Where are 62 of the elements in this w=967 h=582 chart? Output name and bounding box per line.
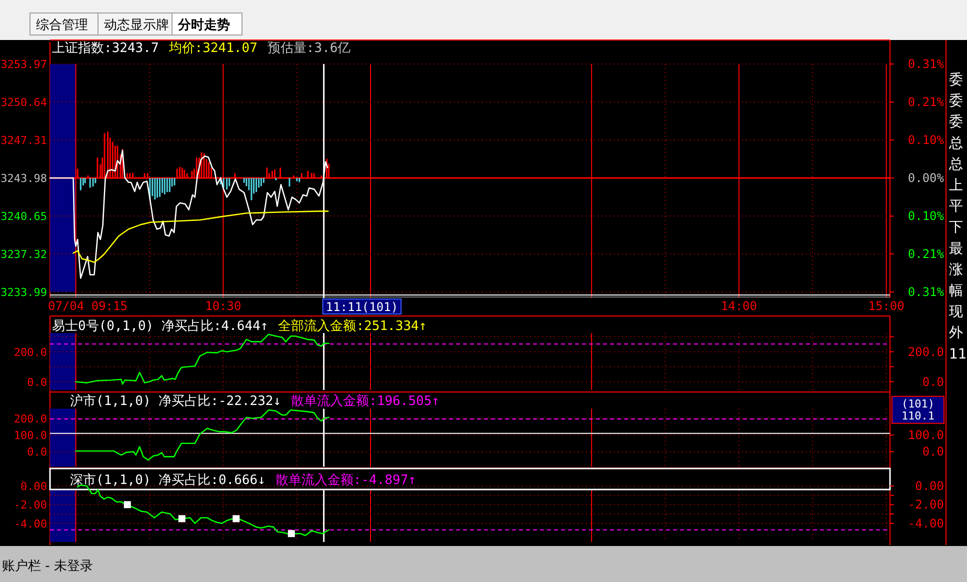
chart-subtitle: 散单流入金额:-4.897↑ — [275, 472, 416, 488]
chart-title: 深市(1,1,0) 净买占比:0.666↓ — [70, 473, 266, 488]
ref-line-label: (101) 110.1 — [901, 397, 935, 422]
y-tick-label: 3247.31 — [0, 134, 47, 147]
x-tick-label: 10:30 — [205, 299, 242, 313]
y2-tick-label: 100.0 — [908, 428, 944, 442]
text: 上 — [949, 178, 963, 194]
x-axis-title: 07/04 09:15 — [48, 299, 128, 313]
y2-tick-label: -2.00 — [908, 498, 944, 512]
text: 综合管理 — [36, 18, 88, 33]
y-tick-label: -2.00 — [14, 498, 47, 512]
y-tick-label: 3243.98 — [0, 172, 47, 185]
chart-subtitle: 散单流入金额:196.505↑ — [291, 393, 440, 409]
text: 平 — [949, 198, 963, 215]
y2-tick-label: 0.10% — [908, 132, 945, 147]
chart-title: 易士0号(0,1,0) 净买占比:4.644↑ — [52, 319, 268, 334]
text: 幅 — [949, 283, 963, 299]
y-tick-label: 0.0 — [27, 446, 47, 459]
y-tick-label: 3233.99 — [0, 286, 47, 299]
text: 下 — [949, 220, 963, 236]
chart-title: 沪市(1,1,0) 净买占比:-22.232↓ — [70, 393, 282, 409]
y2-tick-label: 0.0 — [922, 374, 944, 389]
text: 涨 — [949, 262, 963, 278]
y-tick-label: 3250.64 — [0, 96, 48, 109]
text: 动态显示牌 — [104, 18, 169, 33]
text: 委 — [949, 114, 963, 130]
y2-tick-label: 0.00 — [915, 479, 944, 493]
text: 预估量:3.6亿 — [267, 41, 351, 56]
text: 最 — [949, 240, 963, 257]
y2-tick-label: 0.31% — [908, 57, 945, 71]
x-tick-label: 14:00 — [720, 299, 758, 313]
text: 账户栏 - 未登录 — [2, 559, 93, 574]
text: 委 — [949, 72, 963, 88]
y2-tick-label: 200.0 — [908, 344, 944, 359]
y2-tick-label: 0.10% — [908, 209, 945, 224]
y-tick-label: -4.00 — [14, 517, 47, 530]
y2-tick-label: -4.00 — [908, 516, 944, 530]
y-tick-label: 3237.32 — [0, 248, 47, 261]
y-tick-label: 100.0 — [14, 429, 47, 442]
y2-tick-label: 0.21% — [908, 95, 945, 110]
y2-tick-label: 0.00% — [908, 171, 945, 185]
chart-title: 上证指数:3243.7 — [52, 41, 159, 56]
chart-subtitle: 全部流入金额:251.334↑ — [278, 318, 427, 334]
text: 外 — [949, 325, 963, 342]
y-tick-label: 0.0 — [27, 376, 47, 389]
y-tick-label: 3253.97 — [0, 58, 47, 71]
text: 分时走势 — [177, 17, 230, 33]
text: 委 — [949, 93, 963, 110]
text: 总 — [948, 156, 963, 172]
y-tick-label: 3240.65 — [0, 210, 47, 223]
text: 均价:3241.07 — [168, 41, 258, 56]
x-tick-label: 15:00 — [868, 299, 904, 313]
y-tick-label: 200.0 — [14, 346, 47, 359]
text: 总 — [948, 135, 963, 152]
y2-tick-label: 0.21% — [908, 246, 945, 261]
text: 现 — [949, 304, 963, 320]
y2-tick-label: 0.0 — [922, 444, 944, 459]
text: 11 — [949, 346, 967, 362]
ref-line-label: 11:11(101) — [326, 300, 398, 314]
y2-tick-label: 0.31% — [908, 285, 945, 299]
y-tick-label: 200.0 — [14, 412, 47, 426]
y-tick-label: 0.00 — [20, 480, 47, 493]
